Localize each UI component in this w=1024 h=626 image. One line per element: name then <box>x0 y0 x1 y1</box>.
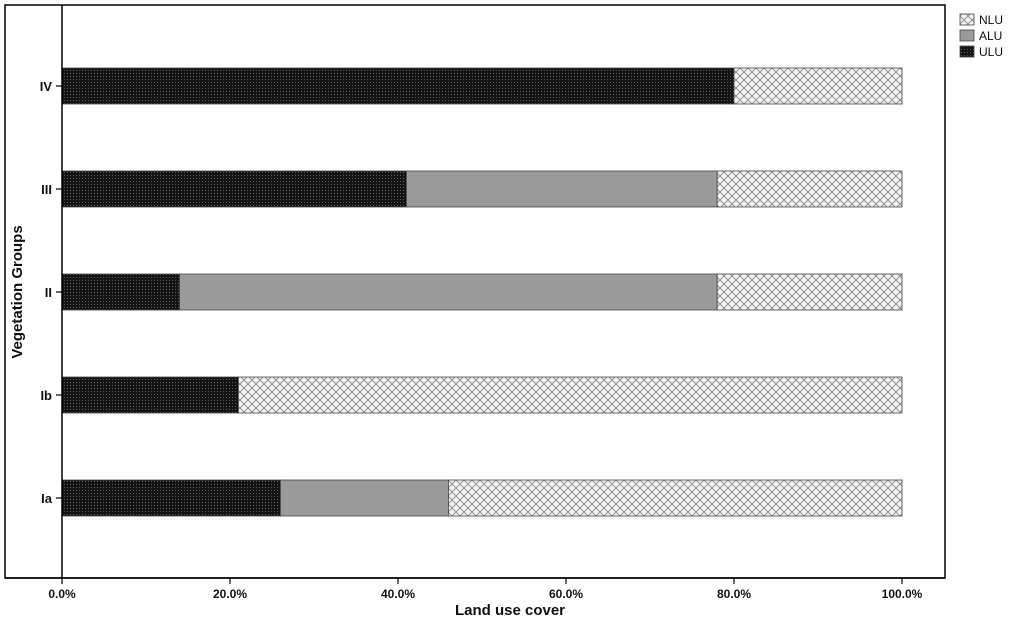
x-tick-label: 20.0% <box>213 587 247 601</box>
bar-alu-ii <box>179 273 718 311</box>
bar-nlu-iv <box>733 67 903 105</box>
y-tick-label-iii: III <box>41 182 52 197</box>
legend-label-ulu: ULU <box>979 45 1003 59</box>
legend-label-nlu: NLU <box>979 13 1003 27</box>
bar-ulu-iv <box>61 67 735 105</box>
x-tick-label: 0.0% <box>48 587 76 601</box>
bar-ulu-ia <box>61 479 281 517</box>
x-tick-label: 40.0% <box>381 587 415 601</box>
y-tick-label-ib: Ib <box>40 388 52 403</box>
bar-ulu-ii <box>61 273 180 311</box>
legend-swatch-ulu <box>959 45 975 58</box>
y-axis-label: Vegetation Groups <box>9 225 26 358</box>
x-tick-label: 100.0% <box>882 587 923 601</box>
bar-alu-iii <box>405 170 718 208</box>
y-tick-label-ia: Ia <box>41 491 53 506</box>
y-tick-label-iv: IV <box>40 79 53 94</box>
y-tick-label-ii: II <box>45 285 52 300</box>
x-tick-label: 80.0% <box>717 587 751 601</box>
x-axis-label: Land use cover <box>455 602 565 619</box>
legend-label-alu: ALU <box>979 29 1002 43</box>
x-tick-label: 60.0% <box>549 587 583 601</box>
bar-nlu-ib <box>237 376 903 414</box>
bar-nlu-iii <box>716 170 903 208</box>
bar-nlu-ia <box>447 479 903 517</box>
bar-alu-ia <box>279 479 449 517</box>
legend-swatch-alu <box>959 29 975 42</box>
bar-nlu-ii <box>716 273 903 311</box>
bar-ulu-ib <box>61 376 239 414</box>
bar-ulu-iii <box>61 170 407 208</box>
legend-swatch-nlu <box>959 13 975 26</box>
